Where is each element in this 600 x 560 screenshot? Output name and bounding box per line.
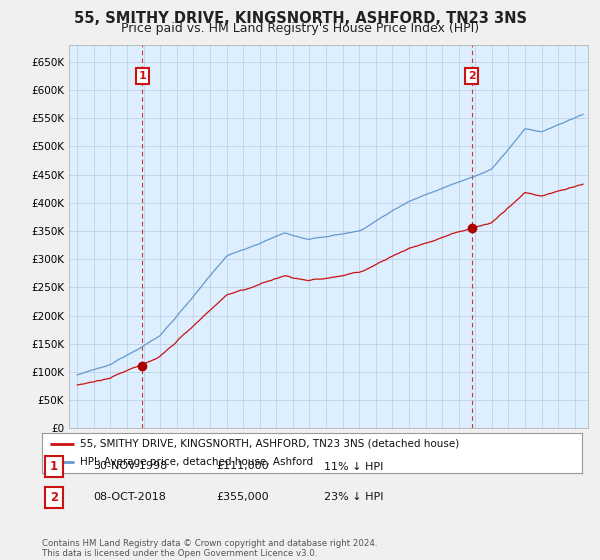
Text: 23% ↓ HPI: 23% ↓ HPI [324,492,383,502]
Text: £111,000: £111,000 [216,461,269,472]
Text: HPI: Average price, detached house, Ashford: HPI: Average price, detached house, Ashf… [80,458,313,467]
Text: 1: 1 [50,460,58,473]
Text: 2: 2 [50,491,58,504]
Text: Price paid vs. HM Land Registry's House Price Index (HPI): Price paid vs. HM Land Registry's House … [121,22,479,35]
Text: 08-OCT-2018: 08-OCT-2018 [93,492,166,502]
Text: 1: 1 [139,71,146,81]
Text: Contains HM Land Registry data © Crown copyright and database right 2024.
This d: Contains HM Land Registry data © Crown c… [42,539,377,558]
Text: 55, SMITHY DRIVE, KINGSNORTH, ASHFORD, TN23 3NS (detached house): 55, SMITHY DRIVE, KINGSNORTH, ASHFORD, T… [80,439,459,449]
Text: 55, SMITHY DRIVE, KINGSNORTH, ASHFORD, TN23 3NS: 55, SMITHY DRIVE, KINGSNORTH, ASHFORD, T… [74,11,527,26]
Text: £355,000: £355,000 [216,492,269,502]
Text: 11% ↓ HPI: 11% ↓ HPI [324,461,383,472]
Text: 2: 2 [468,71,475,81]
Text: 30-NOV-1998: 30-NOV-1998 [93,461,167,472]
